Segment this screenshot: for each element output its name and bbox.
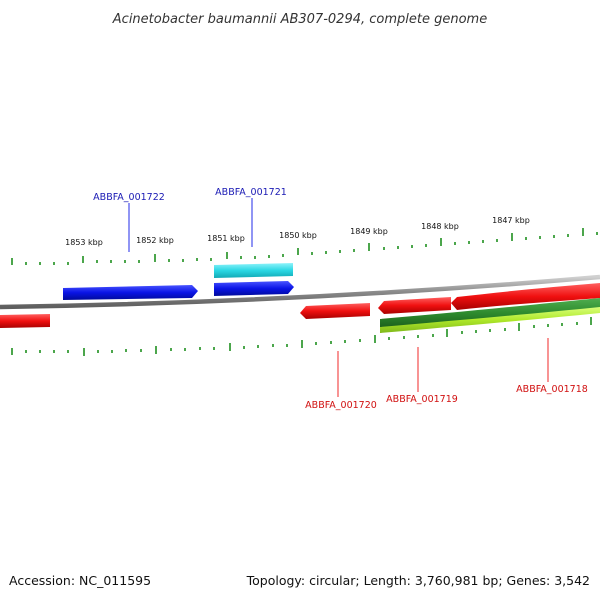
gene-label-abbfa-001721[interactable]: ABBFA_001721 xyxy=(215,187,287,198)
kbp-tick-label: 1848 kbp xyxy=(421,222,459,231)
genome-backbone xyxy=(0,274,600,310)
gene-label-abbfa-001718[interactable]: ABBFA_001718 xyxy=(516,384,588,395)
gene-feature-abbfa-001722[interactable] xyxy=(63,285,198,300)
gene-feature-abbfa-001718-other[interactable] xyxy=(380,298,600,328)
genome-summary-text: Topology: circular; Length: 3,760,981 bp… xyxy=(246,573,590,588)
gene-label-leaders xyxy=(128,198,549,397)
accession-text: Accession: NC_011595 xyxy=(9,573,151,588)
gene-feature-abbfa-001720[interactable] xyxy=(300,303,370,319)
gene-feature-abbfa-001718-other-2[interactable] xyxy=(380,307,600,333)
gene-feature-abbfa-001719[interactable] xyxy=(378,297,451,314)
gene-feature-abbfa-001718[interactable] xyxy=(451,283,600,310)
gene-labels: ABBFA_001722 ABBFA_001721 ABBFA_001720 A… xyxy=(93,187,588,411)
kbp-tick-label: 1853 kbp xyxy=(65,238,103,247)
gene-feature-abbfa-001721[interactable] xyxy=(214,281,294,296)
gene-feature-offscreen-left[interactable] xyxy=(0,314,50,328)
lower-scale-ticks xyxy=(11,317,592,356)
kbp-tick-labels: 1853 kbp 1852 kbp 1851 kbp 1850 kbp 1849… xyxy=(65,216,530,247)
gene-label-abbfa-001722[interactable]: ABBFA_001722 xyxy=(93,192,165,203)
kbp-tick-label: 1849 kbp xyxy=(350,227,388,236)
kbp-tick-label: 1851 kbp xyxy=(207,234,245,243)
gene-feature-abbfa-001721-other[interactable] xyxy=(214,263,293,278)
map-title: Acinetobacter baumannii AB307-0294, comp… xyxy=(112,12,487,27)
gene-label-abbfa-001719[interactable]: ABBFA_001719 xyxy=(386,394,458,405)
kbp-tick-label: 1850 kbp xyxy=(279,231,317,240)
kbp-tick-label: 1852 kbp xyxy=(136,236,174,245)
gene-label-abbfa-001720[interactable]: ABBFA_001720 xyxy=(305,400,377,411)
forward-strand-features xyxy=(63,263,294,300)
upper-scale-ticks xyxy=(11,228,598,265)
reverse-strand-features xyxy=(0,283,600,333)
kbp-tick-label: 1847 kbp xyxy=(492,216,530,225)
